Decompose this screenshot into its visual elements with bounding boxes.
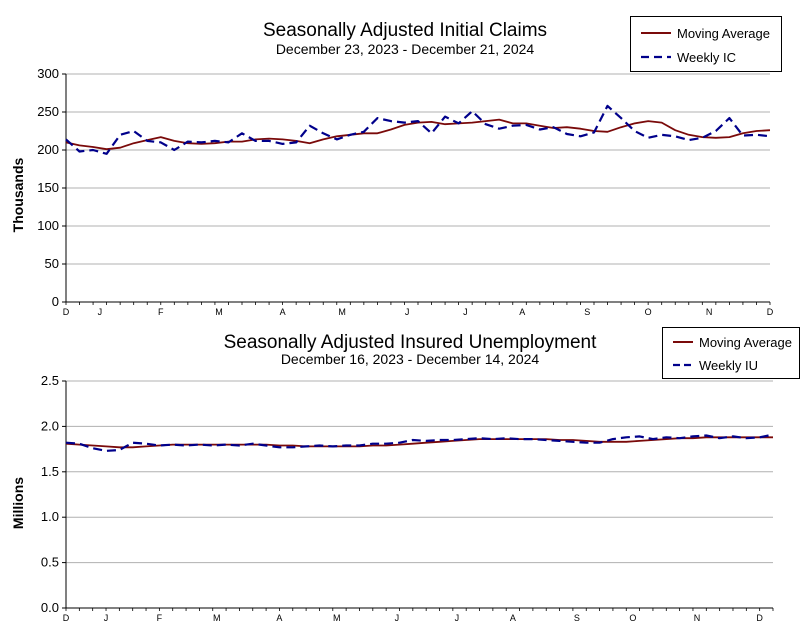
y-tick-label: 1.0: [41, 509, 59, 524]
chart-subtitle: December 23, 2023 - December 21, 2024: [275, 41, 535, 57]
x-tick-label: A: [519, 307, 525, 317]
x-tick-label: F: [158, 307, 164, 317]
x-tick-label: O: [629, 613, 636, 623]
x-tick-label: S: [584, 307, 590, 317]
chart-plot-area: 0.0 0.5 1.0 1.5 2.0 2.5 D J F M A M J J A S O N D: [41, 373, 774, 623]
x-tick-label: D: [756, 613, 763, 623]
y-tick-label: 1.5: [41, 464, 59, 479]
legend-label: Moving Average: [699, 334, 792, 350]
legend-item-moving-average: Moving Average: [671, 334, 792, 350]
series-line-moving-average: [65, 436, 773, 449]
legend-label: Moving Average: [677, 25, 770, 41]
y-tick-label: 200: [37, 142, 59, 157]
x-tick-label: N: [706, 307, 713, 317]
legend-swatch-solid: [641, 32, 671, 34]
y-tick-label: 100: [37, 218, 59, 233]
x-tick-label: A: [280, 307, 286, 317]
x-tick-label: M: [338, 307, 346, 317]
chart-title: Seasonally Adjusted Insured Unemployment: [223, 332, 597, 353]
legend-item-weekly: Weekly IU: [671, 357, 758, 373]
legend-item-weekly: Weekly IC: [639, 49, 736, 65]
chart-legend: Moving Average Weekly IU: [662, 327, 800, 379]
y-tick-label: 150: [37, 180, 59, 195]
y-tick-label: 250: [37, 104, 59, 119]
legend-swatch-dashed: [641, 55, 671, 59]
y-tick-label: 50: [45, 256, 59, 271]
x-tick-label: J: [395, 613, 400, 623]
chart-plot-area: 0 50 100 150 200 250 300 D J F M A M J J A S O N D: [37, 66, 774, 317]
legend-swatch-dashed: [673, 363, 693, 367]
x-tick-label: O: [645, 307, 652, 317]
y-tick-label: 0.5: [41, 555, 59, 570]
x-tick-label: A: [510, 613, 516, 623]
x-tick-label: F: [157, 613, 163, 623]
y-tick-label: 2.0: [41, 418, 59, 433]
x-tick-label: S: [574, 613, 580, 623]
y-tick-label: 2.5: [41, 373, 59, 388]
x-tick-label: D: [63, 613, 70, 623]
x-tick-label: N: [694, 613, 701, 623]
x-tick-label: J: [463, 307, 468, 317]
x-tick-label: J: [98, 307, 103, 317]
x-tick-label: D: [63, 307, 70, 317]
y-tick-label: 0: [52, 294, 59, 309]
chart-legend: Moving Average Weekly IC: [630, 16, 782, 72]
initial-claims-chart: Seasonally Adjusted Initial Claims Decem…: [10, 16, 782, 317]
y-tick-label: 0.0: [41, 600, 59, 615]
series-line-weekly: [65, 433, 774, 452]
insured-unemployment-chart: Seasonally Adjusted Insured Unemployment…: [0, 320, 808, 639]
x-tick-label: M: [215, 307, 223, 317]
x-tick-label: D: [767, 307, 774, 317]
x-tick-label: A: [276, 613, 282, 623]
legend-label: Weekly IU: [699, 357, 758, 373]
chart-subtitle: December 16, 2023 - December 14, 2024: [280, 351, 540, 367]
series-line-weekly: [65, 104, 771, 155]
x-tick-label: J: [405, 307, 410, 317]
x-tick-label: M: [213, 613, 221, 623]
legend-label: Weekly IC: [677, 49, 736, 65]
x-tick-label: J: [455, 613, 460, 623]
y-tick-label: 300: [37, 66, 59, 81]
series-line-moving-average: [65, 118, 771, 151]
legend-item-moving-average: Moving Average: [639, 25, 770, 41]
chart-title: Seasonally Adjusted Initial Claims: [262, 20, 548, 41]
x-tick-label: M: [333, 613, 341, 623]
legend-swatch-solid: [673, 341, 693, 343]
x-tick-label: J: [104, 613, 109, 623]
